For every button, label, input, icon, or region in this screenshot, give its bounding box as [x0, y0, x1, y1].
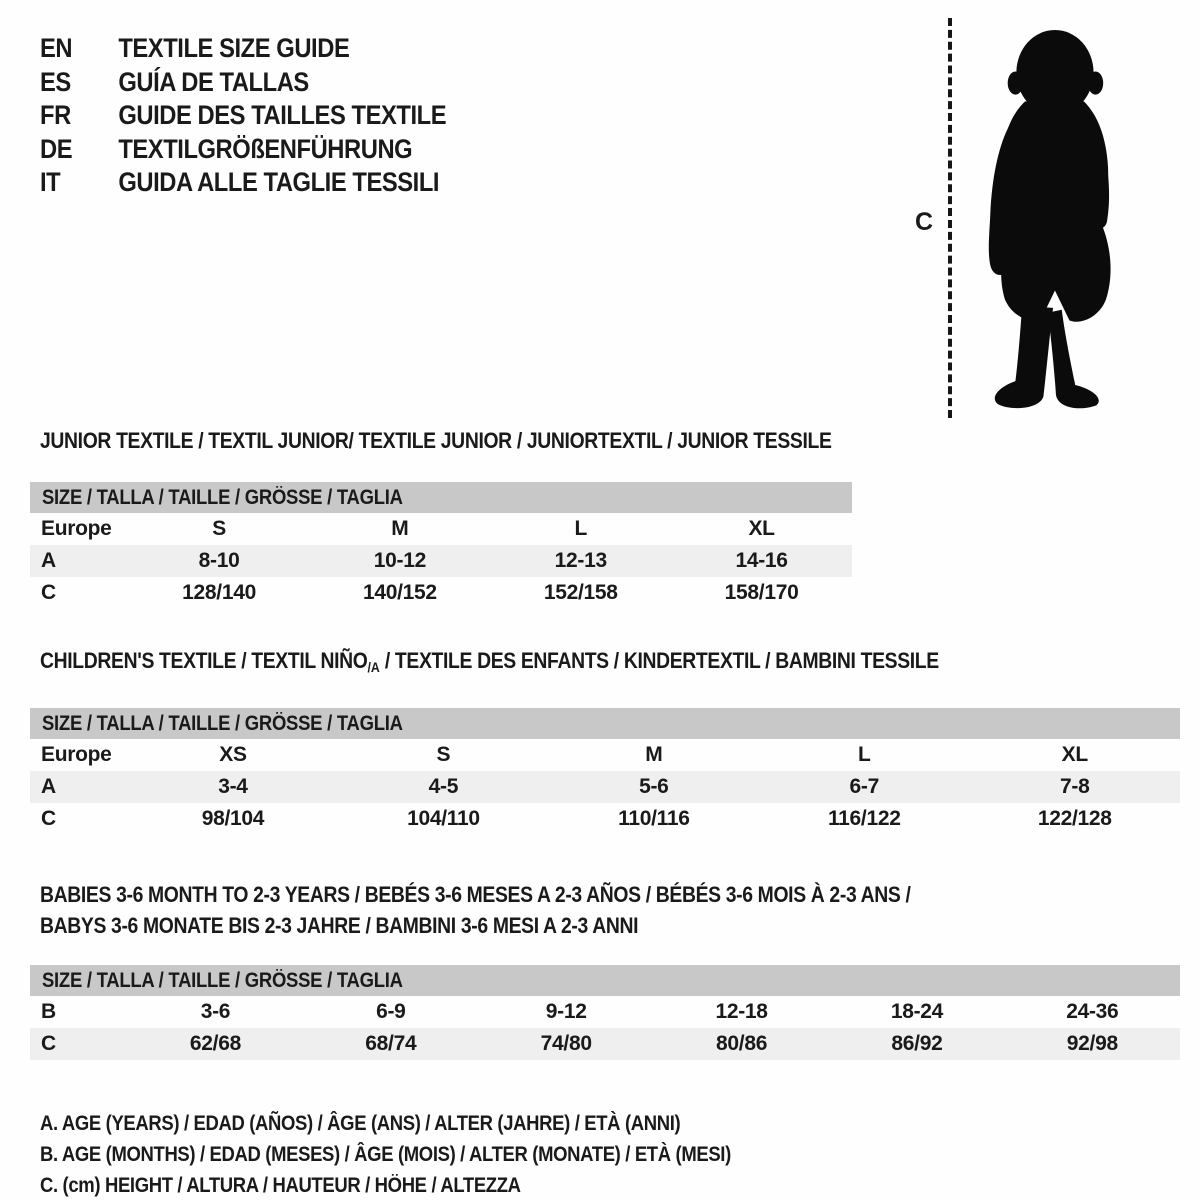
table-row-europe: Europe XS S M L XL — [30, 739, 1180, 771]
height-cell: 110/116 — [618, 807, 690, 830]
children-section-title: CHILDREN'S TEXTILE / TEXTIL NIÑO/A / TEX… — [40, 648, 939, 675]
row-label: C — [41, 1032, 56, 1055]
legend-age-months: B. AGE (MONTHS) / EDAD (MESES) / ÂGE (MO… — [40, 1143, 731, 1166]
guide-title-de: TEXTILGRÖßENFÜHRUNG — [118, 133, 413, 164]
size-cell: S — [436, 743, 451, 766]
age-cell: 3-4 — [218, 775, 248, 798]
section-children: CHILDREN'S TEXTILE / TEXTIL NIÑO/A / TEX… — [30, 648, 1200, 835]
size-cell: XL — [1061, 743, 1089, 766]
table-row-height: C 62/68 68/74 74/80 80/86 86/92 92/98 — [30, 1028, 1180, 1060]
table-row-height: C 98/104 104/110 110/116 116/122 122/128 — [30, 803, 1180, 835]
row-label: Europe — [41, 517, 112, 540]
height-cell: 116/122 — [827, 807, 901, 830]
junior-section-title: JUNIOR TEXTILE / TEXTIL JUNIOR/ TEXTILE … — [40, 428, 832, 453]
age-cell: 14-16 — [735, 549, 788, 572]
age-cell: 10-12 — [373, 549, 427, 572]
row-label: Europe — [41, 743, 112, 766]
height-cell: 74/80 — [540, 1032, 592, 1055]
height-measure-label: C — [915, 208, 934, 236]
age-cell: 9-12 — [545, 1000, 587, 1023]
height-cell: 122/128 — [1037, 807, 1112, 830]
age-cell: 4-5 — [428, 775, 459, 798]
size-cell: S — [212, 517, 226, 540]
row-label: A — [41, 775, 56, 798]
age-cell: 7-8 — [1060, 775, 1090, 798]
toddler-silhouette-icon — [988, 29, 1111, 409]
age-cell: 18-24 — [890, 1000, 944, 1023]
lang-row-it: IT GUIDA ALLE TAGLIE TESSILI — [40, 166, 446, 200]
age-cell: 3-6 — [200, 1000, 231, 1023]
age-cell: 6-7 — [849, 775, 880, 798]
junior-size-table: SIZE / TALLA / TAILLE / GRÖSSE / TAGLIA … — [30, 482, 852, 609]
lang-row-es: ES GUÍA DE TALLAS — [40, 66, 446, 100]
table-row-europe: Europe S M L XL — [30, 513, 852, 545]
height-measure-figure: C — [915, 16, 1155, 421]
babies-section-title-line1: BABIES 3-6 MONTH TO 2-3 YEARS / BEBÉS 3-… — [40, 882, 911, 907]
age-cell: 6-9 — [376, 1000, 406, 1023]
row-label: C — [41, 581, 56, 604]
size-header-bar: SIZE / TALLA / TAILLE / GRÖSSE / TAGLIA — [30, 708, 1180, 739]
height-cell: 80/86 — [716, 1032, 768, 1055]
size-header-bar: SIZE / TALLA / TAILLE / GRÖSSE / TAGLIA — [30, 965, 1180, 996]
age-cell: 12-18 — [715, 1000, 768, 1023]
height-cell: 68/74 — [365, 1032, 417, 1055]
section-babies: BABIES 3-6 MONTH TO 2-3 YEARS / BEBÉS 3-… — [30, 879, 1200, 1060]
size-tables: JUNIOR TEXTILE / TEXTIL JUNIOR/ TEXTILE … — [0, 428, 1200, 1060]
size-cell: M — [645, 743, 663, 766]
guide-title-fr: GUIDE DES TAILLES TEXTILE — [118, 100, 447, 131]
row-label: C — [41, 807, 56, 830]
size-cell: M — [391, 517, 409, 540]
lang-code: IT — [40, 167, 61, 198]
section-junior: JUNIOR TEXTILE / TEXTIL JUNIOR/ TEXTILE … — [30, 428, 1200, 609]
size-cell: L — [574, 517, 587, 540]
language-title-list: EN TEXTILE SIZE GUIDE ES GUÍA DE TALLAS … — [40, 32, 447, 200]
guide-title-it: GUIDA ALLE TAGLIE TESSILI — [118, 167, 440, 198]
lang-row-de: DE TEXTILGRÖßENFÜHRUNG — [40, 133, 446, 167]
lang-code: EN — [40, 33, 73, 64]
size-cell: XS — [219, 743, 247, 766]
height-cell: 128/140 — [182, 581, 256, 604]
lang-row-en: EN TEXTILE SIZE GUIDE — [40, 32, 446, 66]
children-size-table: SIZE / TALLA / TAILLE / GRÖSSE / TAGLIA … — [30, 708, 1180, 835]
table-row-height: C 128/140 140/152 152/158 158/170 — [30, 577, 852, 609]
age-cell: 8-10 — [198, 549, 240, 572]
age-cell: 5-6 — [639, 775, 669, 798]
row-label: A — [41, 549, 56, 572]
height-cell: 98/104 — [201, 807, 265, 830]
guide-title-es: GUÍA DE TALLAS — [118, 66, 309, 97]
height-cell: 86/92 — [891, 1032, 943, 1055]
height-dashed-line — [948, 18, 952, 418]
measurement-legend: A. AGE (YEARS) / EDAD (AÑOS) / ÂGE (ANS)… — [40, 1108, 1200, 1200]
legend-height-cm: C. (cm) HEIGHT / ALTURA / HAUTEUR / HÖHE… — [40, 1174, 521, 1197]
age-cell: 24-36 — [1066, 1000, 1119, 1023]
lang-code: ES — [40, 66, 71, 97]
height-cell: 152/158 — [543, 581, 618, 604]
nino-a-subscript: /A — [367, 659, 380, 675]
height-cell: 62/68 — [189, 1032, 241, 1055]
height-cell: 140/152 — [362, 581, 437, 604]
lang-row-fr: FR GUIDE DES TAILLES TEXTILE — [40, 99, 447, 133]
size-cell: XL — [748, 517, 775, 540]
babies-section-title-line2: BABYS 3-6 MONATE BIS 2-3 JAHRE / BAMBINI… — [40, 913, 639, 938]
babies-size-table: SIZE / TALLA / TAILLE / GRÖSSE / TAGLIA … — [30, 965, 1180, 1060]
row-label: B — [41, 1000, 56, 1023]
size-cell: L — [858, 743, 871, 766]
guide-title-en: TEXTILE SIZE GUIDE — [118, 33, 350, 64]
height-cell: 158/170 — [724, 581, 799, 604]
height-cell: 104/110 — [407, 807, 480, 830]
height-cell: 92/98 — [1066, 1032, 1118, 1055]
size-header-bar: SIZE / TALLA / TAILLE / GRÖSSE / TAGLIA — [30, 482, 852, 513]
lang-code: DE — [40, 133, 73, 164]
table-row-age: A 3-4 4-5 5-6 6-7 7-8 — [30, 771, 1180, 803]
legend-age-years: A. AGE (YEARS) / EDAD (AÑOS) / ÂGE (ANS)… — [40, 1112, 681, 1135]
table-row-age-months: B 3-6 6-9 9-12 12-18 18-24 24-36 — [30, 996, 1180, 1028]
table-row-age: A 8-10 10-12 12-13 14-16 — [30, 545, 852, 577]
lang-code: FR — [40, 100, 71, 131]
age-cell: 12-13 — [554, 549, 608, 572]
